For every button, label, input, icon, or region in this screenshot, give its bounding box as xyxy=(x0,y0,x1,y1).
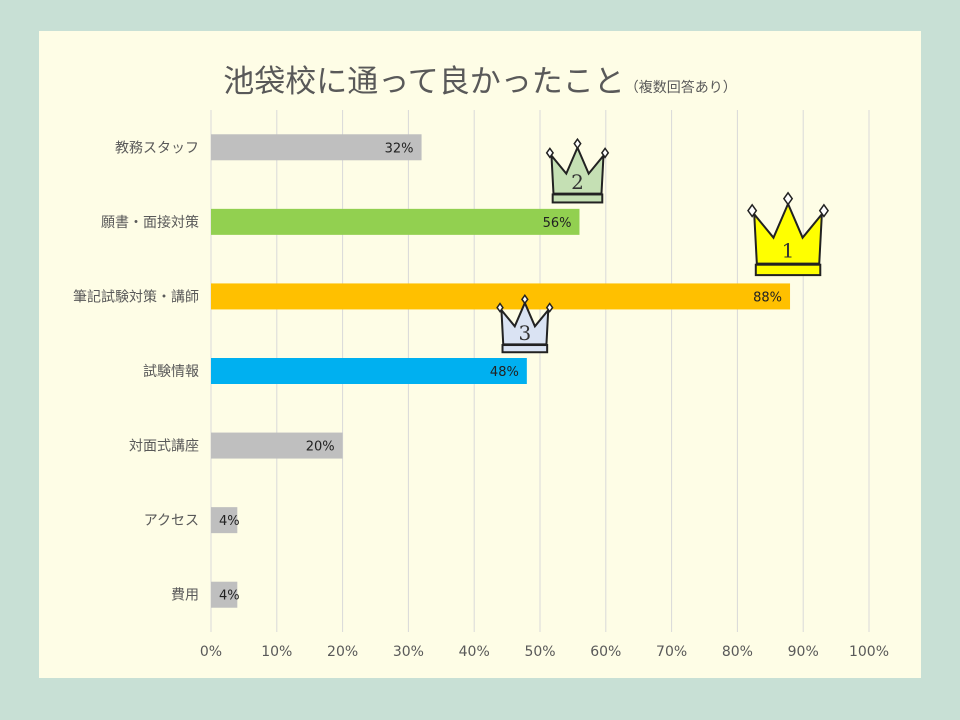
crown-icon: 2 xyxy=(545,137,610,204)
category-label: 教務スタッフ xyxy=(115,140,199,156)
category-label: 費用 xyxy=(171,588,199,604)
crown-jewel xyxy=(818,203,830,218)
crown-jewel xyxy=(600,147,610,159)
crown-jewel xyxy=(496,302,504,313)
data-label: 88% xyxy=(753,290,782,305)
bar xyxy=(211,432,343,459)
x-tick-label: 50% xyxy=(524,644,555,660)
chart-panel xyxy=(39,31,921,678)
bars: 教務スタッフ 32% 願書・面接対策 56% 筆記試験対策・講師 88% 試験情報 48% 対面… xyxy=(73,134,791,608)
x-tick-label: 30% xyxy=(393,644,424,660)
category-label: 筆記試験対策・講師 xyxy=(73,288,199,305)
rank-badges: 1 2 3 xyxy=(496,137,830,354)
data-label: 48% xyxy=(490,365,519,380)
crown-icon: 3 xyxy=(496,293,554,354)
crown-band xyxy=(501,344,549,354)
chart-title-subtitle: （複数回答あり） xyxy=(624,80,737,96)
x-tick-label: 10% xyxy=(261,644,292,660)
crown-band xyxy=(551,193,604,204)
category-label: 願書・面接対策 xyxy=(101,214,199,231)
gridlines: 0% 10% 20% 30% 40% 50% 60% 70% 80% 90% 100% xyxy=(200,110,889,660)
bar xyxy=(211,358,527,384)
crown-body xyxy=(500,300,550,346)
bar xyxy=(211,208,580,235)
chart-title-main: 池袋校に通って良かったこと xyxy=(223,64,625,100)
bar xyxy=(211,134,422,161)
x-tick-label: 40% xyxy=(459,644,490,660)
crown-body xyxy=(753,201,823,265)
crown-jewel xyxy=(573,137,582,150)
crown-jewel xyxy=(747,203,758,218)
bar xyxy=(211,507,238,534)
x-tick-label: 0% xyxy=(200,644,222,660)
crown-body xyxy=(550,145,605,195)
chart-title: 池袋校に通って良かったこと（複数回答あり） xyxy=(0,56,960,101)
data-label: 4% xyxy=(219,514,240,529)
crown-jewel xyxy=(521,293,529,305)
x-tick-label: 90% xyxy=(788,644,819,660)
data-label: 32% xyxy=(385,141,414,156)
bar xyxy=(211,581,238,608)
crown-jewel xyxy=(545,147,555,159)
data-label: 20% xyxy=(306,440,335,455)
category-label: 対面式講座 xyxy=(129,439,199,455)
data-label: 4% xyxy=(219,589,240,604)
x-tick-label: 60% xyxy=(590,644,621,660)
crown-icon: 1 xyxy=(747,191,830,277)
rank-number: 2 xyxy=(571,170,584,194)
x-tick-label: 100% xyxy=(849,644,889,660)
x-tick-label: 20% xyxy=(327,644,358,660)
category-label: アクセス xyxy=(144,513,199,529)
rank-number: 3 xyxy=(518,321,531,345)
x-tick-label: 80% xyxy=(722,644,753,660)
crown-jewel xyxy=(545,302,554,313)
x-tick-label: 70% xyxy=(656,644,687,660)
crown-jewel xyxy=(782,191,794,206)
rank-number: 1 xyxy=(782,238,795,262)
data-label: 56% xyxy=(543,216,572,231)
category-label: 試験情報 xyxy=(143,364,199,380)
crown-band xyxy=(754,263,822,277)
